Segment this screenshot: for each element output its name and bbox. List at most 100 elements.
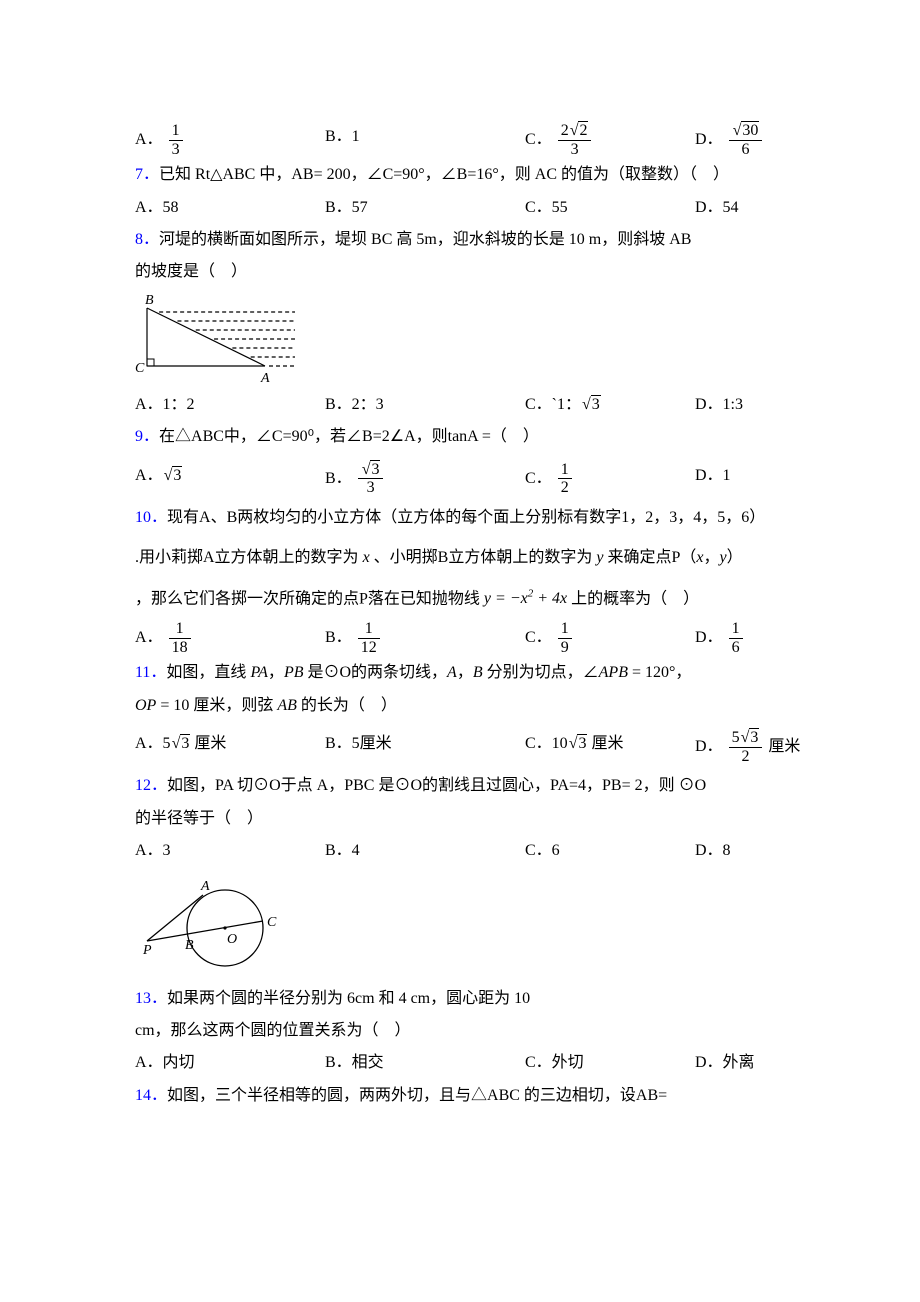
radicand: 3 [577, 734, 587, 752]
q6-opt-b: B．1 [325, 122, 525, 158]
svg-text:A: A [260, 371, 270, 384]
q6-opt-d: D． 30 6 [695, 122, 764, 158]
text: 、小明掷B立方体朝上的数字为 [370, 549, 597, 566]
question-text: 如图，PA 切⊙O于点 A，PBC 是⊙O的割线且过圆心，PA=4，PB= 2，… [167, 777, 706, 794]
q12-line2: 的半径等于（ ） [135, 804, 785, 834]
q11-opt-b: B．5厘米 [325, 729, 525, 765]
denominator: 18 [169, 639, 191, 657]
sqrt: 3 [568, 729, 588, 759]
q6-opt-a: A． 1 3 [135, 122, 325, 158]
var: PA [250, 664, 267, 681]
radicand: 3 [749, 728, 759, 746]
svg-text:C: C [135, 361, 145, 376]
q13-options: A．内切 B．相交 C．外切 D．外离 [135, 1048, 785, 1078]
q12-line1: 12．如图，PA 切⊙O于点 A，PBC 是⊙O的割线且过圆心，PA=4，PB=… [135, 771, 785, 801]
q13-line1: 13．如果两个圆的半径分别为 6cm 和 4 cm，圆心距为 10 [135, 984, 785, 1014]
text: 分别为切点，∠ [483, 664, 599, 681]
svg-text:C: C [267, 915, 277, 930]
circle-secant-tangent-diagram: PBOCA [135, 873, 295, 978]
text: 厘米 [587, 735, 623, 752]
q12-opt-a: A．3 [135, 836, 325, 866]
q10-line1: 10．现有A、B两枚均匀的小立方体（立方体的每个面上分别标有数字1，2，3，4，… [135, 503, 785, 533]
numerator: 22 [558, 122, 592, 141]
q9-opt-a: A． 3 [135, 461, 325, 497]
text: A．5 [135, 735, 171, 752]
text: 的长为（ ） [297, 697, 397, 714]
q10-opt-c: C． 19 [525, 620, 695, 656]
sqrt: 3 [740, 729, 760, 747]
opt-label: C． [525, 629, 552, 646]
question-number: 8． [135, 231, 159, 248]
radicand: 3 [172, 466, 182, 484]
svg-text:A: A [200, 879, 210, 894]
q12-opt-b: B．4 [325, 836, 525, 866]
radicand: 30 [741, 121, 759, 139]
denominator: 3 [169, 141, 183, 159]
var: OP [135, 697, 156, 714]
var: PB [284, 664, 304, 681]
svg-text:B: B [145, 294, 154, 308]
question-text: 已知 Rt△ABC 中，AB= 200，∠C=90°，∠B=16°，则 AC 的… [159, 166, 729, 183]
fraction: 1 2 [558, 461, 572, 497]
denominator: 2 [729, 748, 763, 766]
text: 是⊙O的两条切线， [303, 664, 447, 681]
q10-opt-b: B． 112 [325, 620, 525, 656]
q13-line2: cm，那么这两个圆的位置关系为（ ） [135, 1016, 785, 1046]
question-number: 10． [135, 509, 167, 526]
sqrt: 3 [581, 390, 601, 420]
text: ） [727, 549, 743, 566]
numerator: 1 [558, 461, 572, 480]
q11-line1: 11．如图，直线 PA，PB 是⊙O的两条切线，A，B 分别为切点，∠APB =… [135, 658, 785, 688]
text: 如图，直线 [166, 664, 250, 681]
var-y: y [720, 549, 727, 566]
svg-text:P: P [142, 943, 152, 958]
fraction: 22 3 [558, 122, 592, 158]
opt-label: B． [325, 629, 352, 646]
numerator: 1 [169, 620, 191, 639]
q8-stem-line2: 的坡度是（ ） [135, 257, 785, 287]
q10-line3: ，那么它们各掷一次所确定的点P落在已知抛物线 y = −x2 + 4x 上的概率… [135, 584, 785, 615]
svg-text:O: O [227, 932, 237, 947]
numerator: 53 [729, 729, 763, 748]
dam-triangle-diagram: B C A [135, 294, 300, 384]
q7-opt-b: B．57 [325, 193, 525, 223]
fraction: 30 6 [729, 122, 763, 158]
var-x: x [363, 549, 370, 566]
text: ，那么它们各掷一次所确定的点P落在已知抛物线 [135, 590, 484, 607]
q8-options: A．1：2 B．2：3 C．`1：3 D．1:3 [135, 390, 785, 420]
denominator: 3 [358, 479, 384, 497]
q7-opt-c: C．55 [525, 193, 695, 223]
coeff: 5 [732, 729, 740, 746]
q7-opt-a: A．58 [135, 193, 325, 223]
opt-label: C． [525, 469, 552, 486]
equation: y = −x2 + 4x [484, 590, 567, 607]
text: ， [457, 664, 473, 681]
q12-opt-d: D．8 [695, 836, 731, 866]
radicand: 3 [370, 460, 380, 478]
opt-label: D． [695, 131, 723, 148]
opt-label: B． [325, 469, 352, 486]
q8-opt-b: B．2：3 [325, 390, 525, 420]
denominator: 3 [558, 141, 592, 159]
q11-opt-c: C．10 3 厘米 [525, 729, 695, 765]
q11-options: A．53 厘米 B．5厘米 C．103 厘米 D． 53 2 厘米 [135, 729, 785, 765]
opt-label: A． [135, 467, 163, 484]
denominator: 6 [729, 639, 743, 657]
question-text: 如图，三个半径相等的圆，两两外切，且与△ABC 的三边相切，设AB= [167, 1087, 667, 1104]
denominator: 9 [558, 639, 572, 657]
q10-opt-a: A． 118 [135, 620, 325, 656]
text: = 120°， [628, 664, 691, 681]
numerator: 30 [729, 122, 763, 141]
fraction: 19 [558, 620, 572, 656]
text: ， [268, 664, 284, 681]
var: B [473, 664, 483, 681]
q9-opt-c: C． 1 2 [525, 461, 695, 497]
text: C．10 [525, 735, 568, 752]
q6-opt-c: C． 22 3 [525, 122, 695, 158]
sqrt: 3 [171, 729, 191, 759]
question-number: 14． [135, 1087, 167, 1104]
q6-options: A． 1 3 B．1 C． 22 3 D． 30 6 [135, 122, 785, 158]
text: 厘米 [764, 738, 800, 755]
text: C．`1： [525, 396, 581, 413]
denominator: 12 [358, 639, 380, 657]
